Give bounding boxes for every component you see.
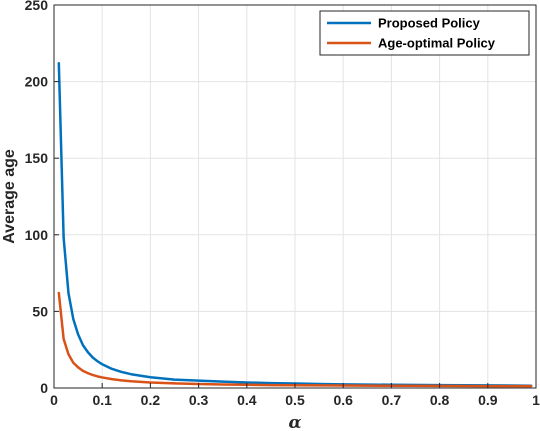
x-tick-label: 0.9 [478,392,498,408]
series-line-age-optimal [57,291,533,388]
y-tick-label: 200 [25,74,49,90]
x-tick-label: 0 [50,392,58,408]
x-tick-label: 0.3 [189,392,209,408]
x-axis-label: α [288,413,301,431]
legend-label-age-optimal: Age-optimal Policy [378,36,496,51]
legend-label-proposed: Proposed Policy [378,16,481,31]
x-tick-label: 0.7 [382,392,402,408]
x-tick-label: 0.8 [430,392,450,408]
series-layer [57,61,533,388]
y-tick-label: 0 [40,380,48,396]
x-tick-label: 1 [532,392,540,408]
x-tick-label: 0.1 [92,392,112,408]
legend: Proposed Policy Age-optimal Policy [319,10,530,56]
y-tick-label: 250 [25,0,49,13]
x-tick-label: 0.6 [333,392,353,408]
y-tick-label: 50 [32,303,48,319]
x-tick-label: 0.2 [141,392,161,408]
x-tick-label: 0.4 [237,392,257,408]
axis-ticks: 0 0.1 0.2 0.3 0.4 0.5 0.6 0.7 0.8 0.9 1 0 50 100 150 20… [25,0,540,408]
series-line-proposed [57,61,533,387]
y-tick-label: 150 [25,150,49,166]
x-tick-label: 0.5 [285,392,305,408]
y-tick-label: 100 [25,227,49,243]
y-axis-label: Average age [1,149,18,244]
legend-box [319,10,530,56]
